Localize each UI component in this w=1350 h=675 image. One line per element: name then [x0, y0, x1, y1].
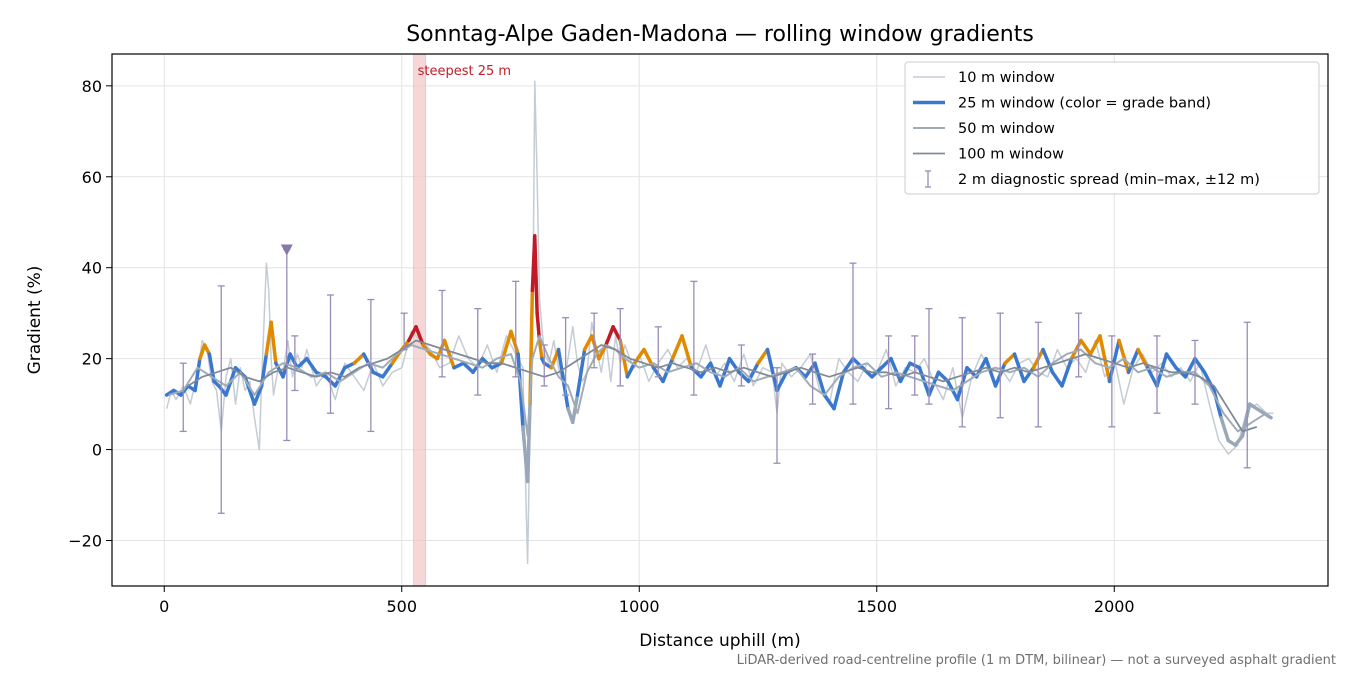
y-tick-label: 40: [82, 259, 102, 278]
y-tick-label: −20: [68, 532, 102, 551]
legend: 10 m window 25 m window (color = grade ba…: [904, 61, 1320, 195]
series-25m-segment: [461, 361, 475, 375]
series-25m-segment: [832, 370, 846, 411]
series-25m-segment: [1126, 347, 1140, 375]
series-25m-segment: [509, 329, 520, 356]
series-25m-segment: [1069, 338, 1083, 361]
axis-ticks: 0 500 1000 1500 2000 −20 0 20 40 60 80: [68, 77, 1134, 616]
y-tick-label: 20: [82, 350, 102, 369]
series-25m-segment: [1088, 334, 1102, 356]
series-25m-segment: [193, 356, 202, 393]
legend-label: 100 m window: [958, 147, 1064, 163]
series-25m-segment: [269, 320, 278, 365]
steepest-band: [413, 53, 426, 587]
series-25m-segment: [1183, 356, 1197, 379]
series-25m-segment: [737, 370, 751, 384]
series-25m-segment: [1107, 338, 1121, 384]
series-25m-segment: [1193, 356, 1207, 375]
series-25m-segment: [1219, 416, 1230, 443]
x-tick-label: 2000: [1094, 597, 1135, 616]
footnote: LiDAR-derived road-centreline profile (1…: [737, 653, 1336, 668]
series-25m-segment: [533, 234, 539, 315]
legend-label: 2 m diagnostic spread (min–max, ±12 m): [958, 172, 1260, 188]
series-25m-segment: [1012, 352, 1026, 384]
y-axis-label: Gradient (%): [25, 266, 45, 375]
x-tick-label: 500: [386, 597, 417, 616]
series-25m-segment: [1079, 338, 1093, 356]
x-tick-label: 1500: [856, 597, 897, 616]
y-tick-label: 80: [82, 77, 102, 96]
series-25m-segment: [775, 370, 789, 393]
series-25m-segment: [343, 361, 356, 370]
series-25m-segment: [718, 356, 732, 388]
series-25m-segment: [879, 356, 893, 370]
series-25m-segment: [1022, 365, 1036, 384]
series-25m-segment: [1041, 347, 1055, 375]
series-25m-segment: [556, 347, 570, 411]
series-25m-segment: [381, 361, 394, 379]
x-tick-label: 0: [159, 597, 169, 616]
series-25m-segment: [333, 365, 347, 388]
series-25m-segment: [611, 325, 622, 343]
series-25m-segment: [1145, 365, 1159, 388]
series-25m-segment: [813, 361, 827, 397]
max-marker: [280, 244, 293, 256]
series-25m-segment: [604, 325, 615, 347]
series-25m-segment: [435, 338, 447, 361]
series-25m-segment: [984, 356, 998, 388]
series-25m-segment: [407, 325, 418, 343]
series-25m-segment: [1098, 334, 1112, 384]
series-25m-segment: [765, 347, 779, 393]
series-25m-segment: [352, 352, 366, 365]
x-axis-label: Distance uphill (m): [639, 631, 800, 651]
series-25m-segment: [1060, 356, 1074, 388]
series-25m-segment: [625, 361, 637, 379]
series-25m-segment: [1003, 352, 1017, 365]
plot-frame: [111, 53, 1329, 587]
series-25m-segment: [590, 334, 601, 361]
series-25m-segment: [252, 384, 264, 406]
series-25m-segment: [1050, 370, 1064, 388]
series-25m-segment: [680, 334, 694, 370]
series-25m-segment: [452, 361, 466, 370]
series-25m-segment: [822, 393, 836, 411]
legend-label: 50 m window: [958, 121, 1055, 137]
legend-box: [904, 61, 1320, 195]
series-25m-segment: [1233, 434, 1245, 447]
legend-label: 25 m window (color = grade band): [958, 96, 1211, 112]
series-25m-segment: [1212, 388, 1223, 420]
legend-label: 10 m window: [958, 70, 1055, 86]
series-25m-segment: [499, 329, 513, 365]
series-25m-segment: [889, 356, 903, 384]
series-25m-segment: [516, 352, 525, 429]
y-tick-label: 60: [82, 168, 102, 187]
series-25m-segment: [661, 356, 675, 384]
series-25m-segment: [1202, 370, 1216, 393]
series-25m-segment: [756, 347, 770, 365]
series-25m-segment: [295, 356, 309, 370]
chart-title: Sonntag-Alpe Gaden-Madona — rolling wind…: [406, 22, 1034, 47]
series-25m-segment: [537, 338, 544, 361]
series-25m-segment: [198, 343, 207, 361]
series-25m-segment: [1164, 352, 1178, 370]
series-25m-segment: [582, 334, 594, 352]
series-25m-segment: [305, 356, 318, 375]
y-tick-label: 0: [92, 441, 102, 460]
annotation-layer: steepest 25 m: [413, 53, 511, 587]
series-line-3: [187, 339, 1258, 433]
series-layer: [164, 80, 1274, 565]
series-25m-segment: [898, 361, 912, 384]
steepest-label: steepest 25 m: [418, 64, 511, 79]
series-25m-segment: [670, 334, 684, 361]
series-25m-segment: [288, 352, 299, 370]
x-tick-label: 1000: [619, 597, 660, 616]
series-25m-segment: [371, 370, 385, 379]
series-25m-segment: [442, 338, 456, 370]
series-25m-segment: [841, 356, 855, 375]
